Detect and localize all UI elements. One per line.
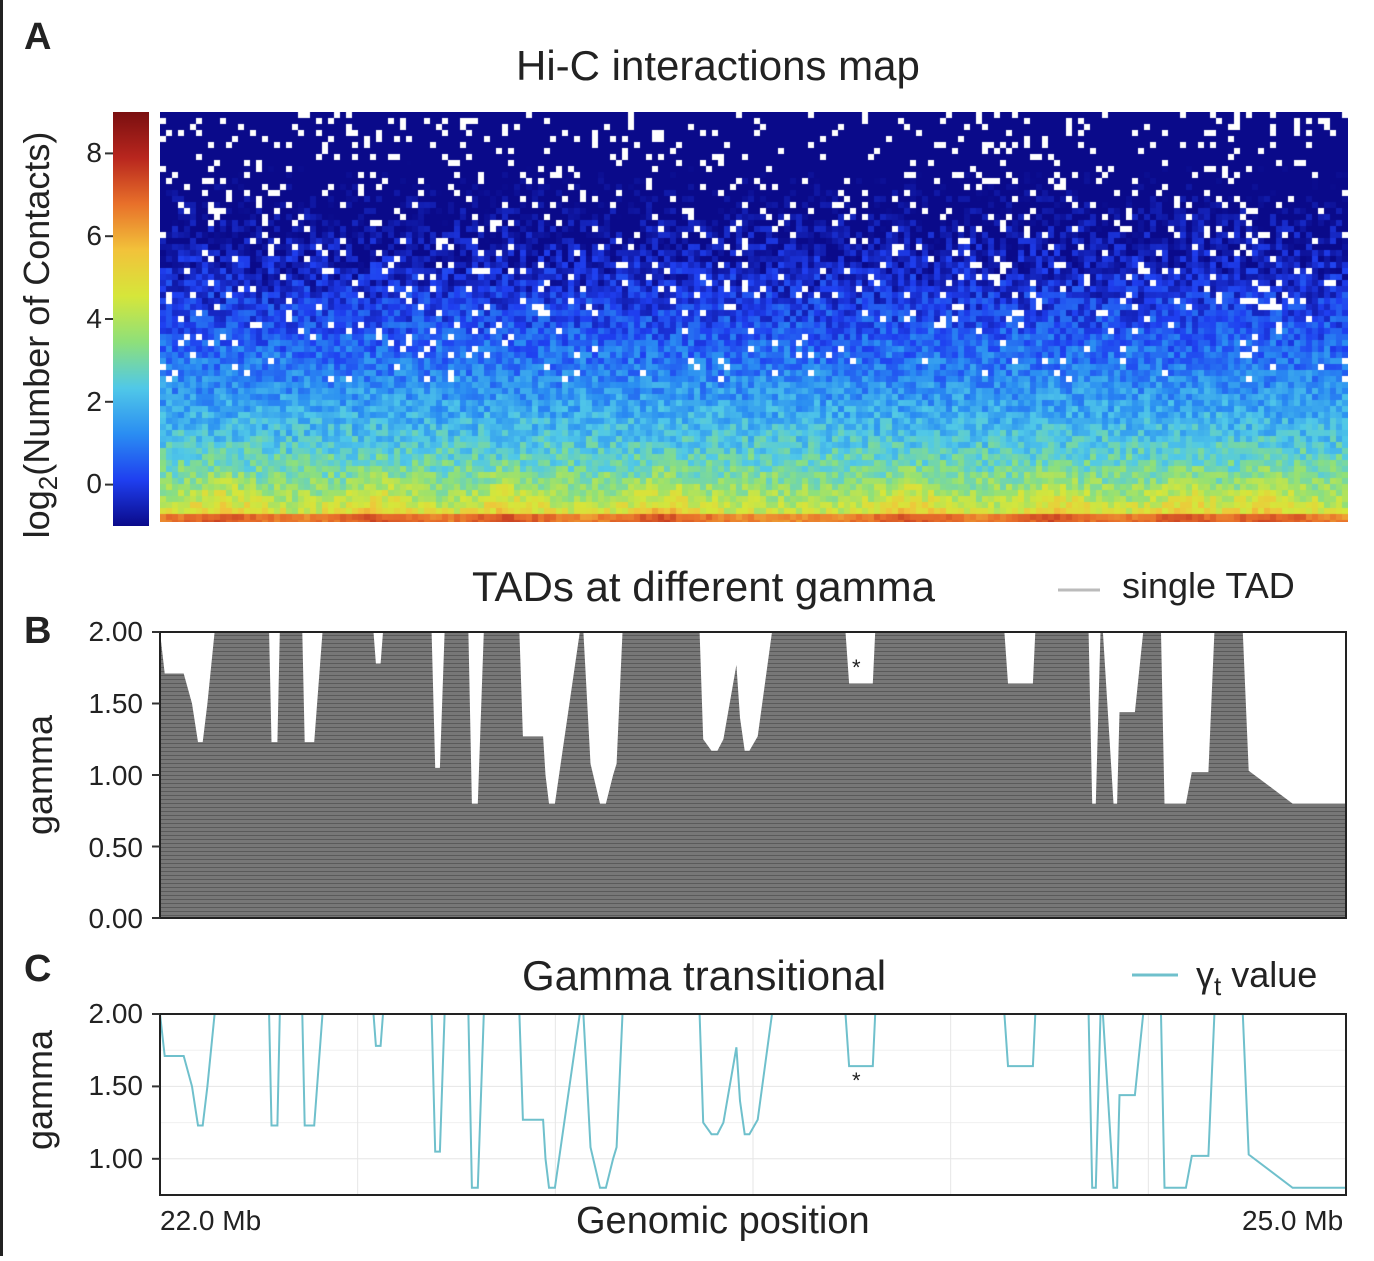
colorbar-tick-4: 4 — [86, 303, 102, 334]
colorbar-tick-8: 8 — [86, 137, 102, 168]
gamma-legend-label: value — [1231, 954, 1318, 995]
heatmap-image — [160, 112, 1348, 522]
gamma-ylabel: gamma — [19, 1029, 60, 1151]
gamma-ytick-150: 1.50 — [88, 1070, 144, 1101]
xtick-left: 22.0 Mb — [160, 1205, 262, 1236]
tads-ytick-200: 2.00 — [88, 616, 144, 647]
gamma-legend-symbol: γ — [1196, 954, 1214, 995]
colorbar-tick-2: 2 — [86, 386, 102, 417]
gamma-legend: γt value — [1196, 954, 1317, 1002]
gamma-transitional-line — [159, 1013, 1346, 1189]
colorbar-label: log2(Number of Contacts) — [15, 131, 64, 539]
panel-letter-b: B — [24, 610, 52, 652]
tads-ytick-150: 1.50 — [88, 688, 144, 719]
gamma-ytick-100: 1.00 — [88, 1143, 144, 1174]
gamma-ytick-200: 2.00 — [88, 998, 144, 1029]
panel-c-gamma-line — [152, 973, 1347, 1196]
panel-letter-c: C — [24, 948, 52, 990]
panel-letter-a: A — [24, 16, 52, 58]
tads-legend-label: single TAD — [1122, 565, 1295, 606]
panel-b-tads — [152, 588, 1347, 919]
gamma-legend-subscript: t — [1214, 971, 1222, 1002]
tads-title: TADs at different gamma — [472, 563, 935, 610]
gamma-frame — [159, 1013, 1347, 1196]
tads-ytick-100: 1.00 — [88, 760, 144, 791]
gamma-annotation-star: * — [852, 1068, 861, 1093]
left-edge-rule — [0, 0, 3, 1256]
colorbar-tick-6: 6 — [86, 220, 102, 251]
xtick-right: 25.0 Mb — [1242, 1205, 1344, 1236]
colorbar — [113, 112, 149, 526]
panel-a-heatmap — [105, 112, 1348, 526]
tads-ytick-000: 0.00 — [88, 903, 144, 934]
tads-annotation-star: * — [852, 655, 861, 680]
x-axis-label: Genomic position — [576, 1200, 870, 1242]
gamma-title: Gamma transitional — [522, 952, 887, 999]
tads-ylabel: gamma — [19, 714, 60, 836]
tads-ytick-050: 0.50 — [88, 832, 144, 863]
colorbar-tick-0: 0 — [86, 468, 102, 499]
tads-filled-area — [160, 632, 1346, 918]
heatmap-title: Hi-C interactions map — [516, 42, 920, 89]
